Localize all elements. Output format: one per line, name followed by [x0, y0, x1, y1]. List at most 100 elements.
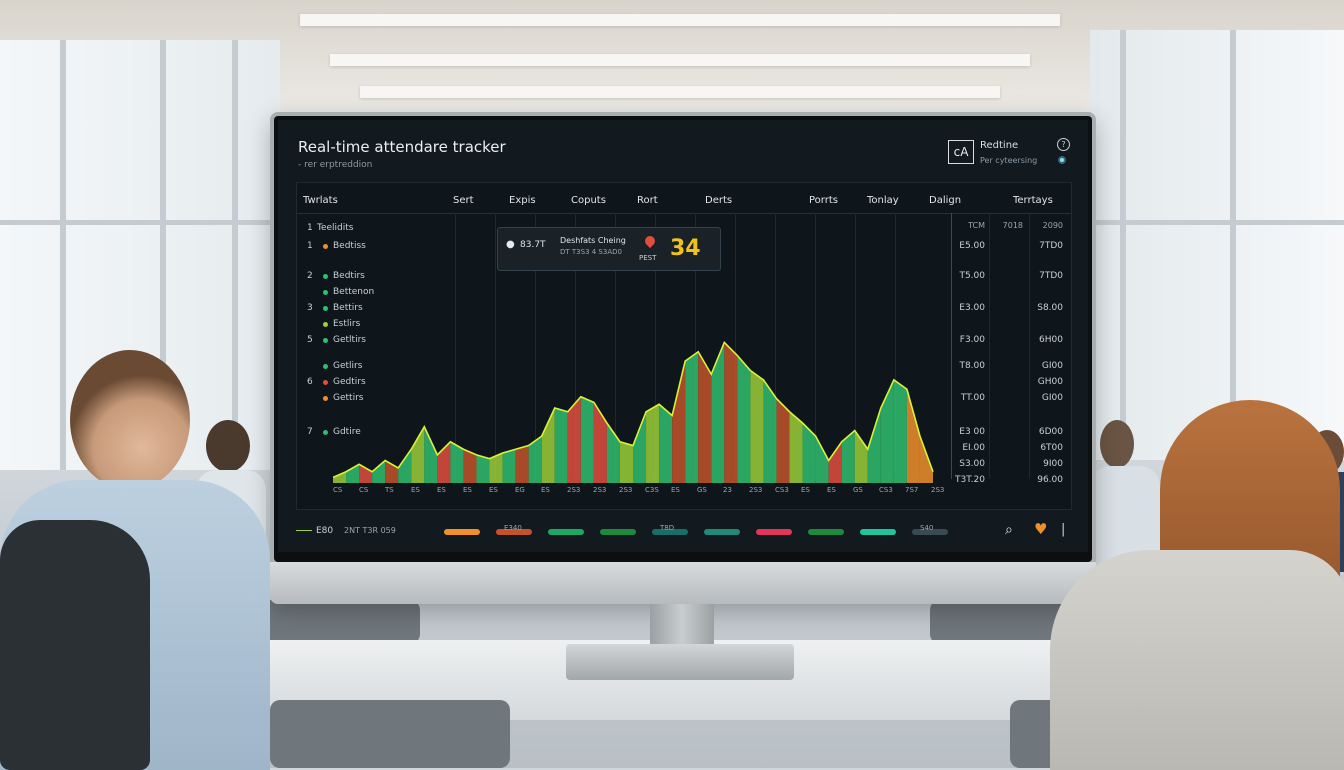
column-header[interactable]: Rort: [637, 195, 658, 206]
chart-area-segment[interactable]: [541, 408, 555, 483]
chart-area-segment[interactable]: [502, 449, 516, 483]
chart-area-segment[interactable]: [672, 361, 686, 483]
row-label[interactable]: Getlirs: [333, 361, 363, 371]
chart-area-segment[interactable]: [528, 436, 542, 483]
chart-area-segment[interactable]: [411, 426, 425, 483]
legend-pill[interactable]: [756, 529, 792, 535]
legend-pill[interactable]: [704, 529, 740, 535]
grid-line: [1029, 213, 1030, 479]
chart-area-segment[interactable]: [593, 402, 607, 483]
chart-area-segment[interactable]: [763, 379, 777, 483]
chart-area-segment[interactable]: [893, 379, 907, 483]
legend-pill[interactable]: [548, 529, 584, 535]
column-header[interactable]: Twrlats: [303, 195, 338, 206]
chart-area-segment[interactable]: [515, 445, 529, 484]
chart-area-segment[interactable]: [802, 423, 816, 483]
row-label[interactable]: Gedtirs: [333, 377, 366, 387]
chart-area-segment[interactable]: [685, 351, 699, 483]
chart-area-segment[interactable]: [724, 342, 738, 483]
window-mullion: [0, 220, 280, 225]
chart-area-segment[interactable]: [450, 441, 464, 483]
chart-area-segment[interactable]: [776, 398, 790, 483]
chart-area-segment[interactable]: [646, 404, 660, 483]
student-head: [70, 350, 190, 490]
x-tick-label: ES: [827, 486, 836, 494]
row-label[interactable]: Bettenon: [333, 287, 375, 297]
legend-pill[interactable]: [444, 529, 480, 535]
chart-area-segment[interactable]: [333, 471, 347, 483]
tooltip-card[interactable]: ● 83.7T Deshfats Cheing DT T3S3 4 S3AD0 …: [497, 227, 721, 271]
legend-pill[interactable]: [496, 529, 532, 535]
x-tick-label: TS: [385, 486, 394, 494]
row-label[interactable]: Estlirs: [333, 319, 361, 329]
chart-area-segment[interactable]: [489, 453, 503, 483]
column-header[interactable]: Terrtays: [1013, 195, 1053, 206]
chart-area-segment[interactable]: [750, 370, 764, 484]
bar-icon[interactable]: |: [1061, 522, 1066, 537]
chart-area-segment[interactable]: [346, 464, 360, 483]
apple-icon: ●: [506, 239, 515, 250]
chart-area-segment[interactable]: [737, 355, 751, 484]
column-header[interactable]: Expis: [509, 195, 536, 206]
chart-area-segment[interactable]: [711, 342, 725, 483]
chart-area-segment[interactable]: [828, 441, 842, 483]
chart-area-segment[interactable]: [385, 460, 399, 484]
chart-area-segment[interactable]: [567, 396, 581, 483]
column-header[interactable]: Coputs: [571, 195, 606, 206]
row-label[interactable]: Getltirs: [333, 335, 366, 345]
realtime-badge-icon[interactable]: cA: [948, 140, 974, 164]
chart-area-segment[interactable]: [659, 404, 673, 483]
chart-area-segment[interactable]: [424, 426, 438, 483]
chart-area-segment[interactable]: [815, 436, 829, 483]
legend-pill-label: E340: [504, 524, 522, 532]
chart-area-segment[interactable]: [698, 351, 712, 483]
chart-area-segment[interactable]: [372, 460, 386, 484]
column-header[interactable]: Derts: [705, 195, 733, 206]
column-header: 7018: [1002, 221, 1023, 230]
chart-area-segment[interactable]: [633, 411, 647, 483]
row-status-dot: [323, 306, 328, 311]
row-label[interactable]: Bedtirs: [333, 271, 365, 281]
legend-pill[interactable]: [912, 529, 948, 535]
row-label[interactable]: Bettirs: [333, 303, 363, 313]
column-header[interactable]: Porrts: [809, 195, 838, 206]
attendance-area-chart[interactable]: [333, 323, 953, 483]
chart-area-segment[interactable]: [919, 436, 933, 483]
column-header[interactable]: Tonlay: [867, 195, 899, 206]
row-label[interactable]: Bedtiss: [333, 241, 366, 251]
chart-area-segment[interactable]: [476, 454, 490, 483]
grid-line: [989, 213, 990, 479]
table-cell: T8.00: [959, 361, 985, 371]
heart-icon[interactable]: ♥: [1034, 520, 1048, 538]
x-tick-label: 7S7: [905, 486, 919, 494]
chart-area-segment[interactable]: [789, 411, 803, 483]
chart-area-segment[interactable]: [854, 430, 868, 484]
chart-area-segment[interactable]: [906, 389, 920, 483]
x-tick-label: CS3: [879, 486, 893, 494]
ceiling-light: [330, 54, 1030, 66]
row-label[interactable]: Gettirs: [333, 393, 364, 403]
chart-area-segment[interactable]: [841, 430, 855, 484]
legend-pill[interactable]: [652, 529, 688, 535]
chart-area-segment[interactable]: [398, 449, 412, 483]
chart-area-segment[interactable]: [463, 449, 477, 483]
row-status-dot: [323, 338, 328, 343]
chart-area-segment[interactable]: [619, 441, 633, 483]
table-cell: 6T00: [1040, 443, 1063, 453]
search-icon[interactable]: ⌕: [1005, 522, 1013, 538]
legend-pill[interactable]: [808, 529, 844, 535]
chart-area-segment[interactable]: [359, 464, 373, 483]
help-icon[interactable]: ?: [1057, 138, 1070, 151]
chart-area-segment[interactable]: [554, 408, 568, 483]
grid-line: [775, 213, 776, 479]
chart-area-segment[interactable]: [580, 396, 594, 483]
chart-area-segment[interactable]: [867, 408, 881, 483]
column-header[interactable]: Sert: [453, 195, 474, 206]
legend-pill-label: T8D: [660, 524, 675, 532]
chart-area-segment[interactable]: [880, 379, 894, 483]
row-label[interactable]: Gdtire: [333, 427, 361, 437]
legend-pill[interactable]: [600, 529, 636, 535]
window-mullion: [1230, 30, 1236, 460]
column-header[interactable]: Dalign: [929, 195, 962, 206]
legend-pill[interactable]: [860, 529, 896, 535]
